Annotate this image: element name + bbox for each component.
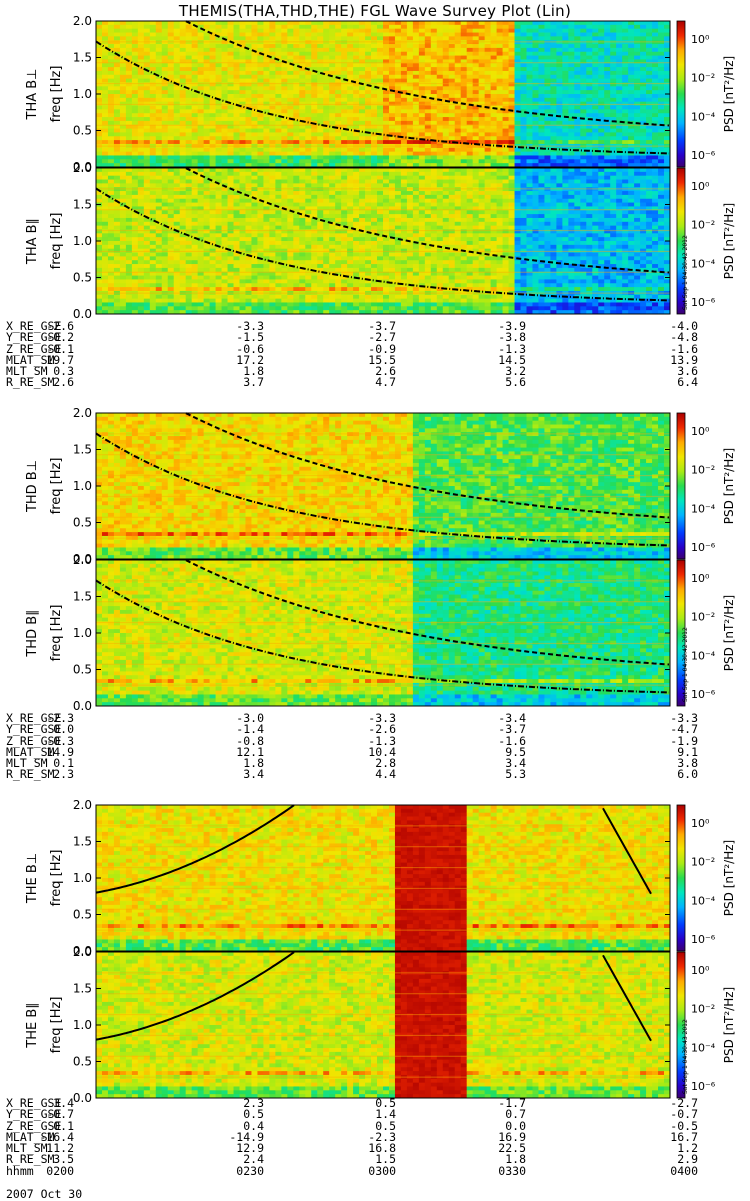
y-tick-label: 1.5 [73, 590, 92, 604]
colorbar-label: PSD [nT²/Hz] [722, 203, 736, 279]
timestamp-stamp: Sat Sep 1 04:30:42 2012 [682, 235, 689, 310]
colorbar-label: PSD [nT²/Hz] [722, 987, 736, 1063]
y-tick-label: 2.0 [73, 14, 92, 28]
colorbar-tick: 10⁻⁶ [691, 541, 716, 554]
y-tick-label: 1.5 [73, 51, 92, 65]
y-tick-label: 1.0 [73, 1018, 92, 1032]
colorbar-tick: 10⁰ [691, 33, 710, 46]
ephemeris-value: 4.4 [336, 769, 396, 780]
y-tick-label: 2.0 [73, 553, 92, 567]
colorbar [677, 21, 685, 167]
colorbar-tick: 10⁻² [691, 464, 715, 477]
y-axis-label: THE B∥ [25, 1002, 40, 1048]
colorbar-tick: 10⁻⁴ [691, 257, 716, 270]
y-axis-label: THA B⊥ [25, 69, 40, 121]
ephemeris-value: 0300 [336, 1166, 396, 1177]
y-axis-label: THD B⊥ [25, 460, 40, 513]
colorbar-tick: 10⁻² [691, 72, 715, 85]
y-axis-unit: freq [Hz] [49, 605, 64, 662]
y-tick-label: 1.5 [73, 835, 92, 849]
colorbar-tick: 10⁻⁶ [691, 296, 716, 309]
y-tick-label: 1.0 [73, 871, 92, 885]
y-tick-label: 0.5 [73, 124, 92, 138]
y-tick-label: 2.0 [73, 406, 92, 420]
y-tick-label: 0.0 [73, 307, 92, 321]
y-tick-label: 2.0 [73, 798, 92, 812]
colorbar-tick: 10⁻⁴ [691, 649, 716, 662]
colorbar-label: PSD [nT²/Hz] [722, 56, 736, 132]
ephemeris-value: 6.4 [638, 377, 698, 388]
colorbar-tick: 10⁰ [691, 572, 710, 585]
colorbar [677, 805, 685, 951]
colorbar-tick: 10⁻⁶ [691, 933, 716, 946]
y-tick-label: 0.5 [73, 663, 92, 677]
colorbar-tick: 10⁻² [691, 1003, 715, 1016]
y-axis-unit: freq [Hz] [49, 66, 64, 123]
y-tick-label: 1.5 [73, 198, 92, 212]
date-footer: 2007 Oct 30 [6, 1187, 82, 1201]
ephemeris-value: 5.3 [466, 769, 526, 780]
colorbar-tick: 10⁻² [691, 219, 715, 232]
spectrogram-panel-the-par: 0.0 0.5 1.0 1.5 2.0 THE B∥ freq [Hz] 10⁰ 10⁻² 10⁻… [25, 945, 736, 1105]
colorbar-tick: 10⁻⁴ [691, 502, 716, 515]
colorbar-label: PSD [nT²/Hz] [722, 448, 736, 524]
y-tick-label: 0.0 [73, 699, 92, 713]
timestamp-stamp: Sat Sep 1 04:30:43 2012 [682, 1019, 689, 1094]
colorbar-tick: 10⁻² [691, 856, 715, 869]
y-tick-label: 0.0 [73, 1091, 92, 1105]
ephemeris-value: 4.7 [336, 377, 396, 388]
y-tick-label: 1.5 [73, 443, 92, 457]
y-tick-label: 1.5 [73, 982, 92, 996]
colorbar-tick: 10⁻⁶ [691, 688, 716, 701]
colorbar-label: PSD [nT²/Hz] [722, 840, 736, 916]
ephemeris-value: 2.3 [14, 769, 74, 780]
ephemeris-value: 0200 [14, 1166, 74, 1177]
y-axis-unit: freq [Hz] [49, 997, 64, 1054]
spectrogram-panel-tha-par: 0.0 0.5 1.0 1.5 2.0 THA B∥ freq [Hz] 10⁰ 10⁻² 10⁻… [25, 161, 736, 321]
y-tick-label: 0.5 [73, 1055, 92, 1069]
y-tick-label: 0.5 [73, 516, 92, 530]
colorbar-label: PSD [nT²/Hz] [722, 595, 736, 671]
colorbar-tick: 10⁰ [691, 964, 710, 977]
spectrogram-panel-thd-par: 0.0 0.5 1.0 1.5 2.0 THD B∥ freq [Hz] 10⁰ 10⁻² 10⁻… [25, 553, 736, 713]
colorbar-tick: 10⁰ [691, 180, 710, 193]
ephemeris-value: 0230 [204, 1166, 264, 1177]
y-tick-label: 2.0 [73, 945, 92, 959]
y-axis-unit: freq [Hz] [49, 458, 64, 515]
y-tick-label: 2.0 [73, 161, 92, 175]
colorbar-tick: 10⁰ [691, 817, 710, 830]
y-tick-label: 1.0 [73, 87, 92, 101]
colorbar-tick: 10⁻⁴ [691, 1041, 716, 1054]
y-axis-label: THA B∥ [25, 218, 40, 265]
y-tick-label: 1.0 [73, 234, 92, 248]
y-axis-unit: freq [Hz] [49, 213, 64, 270]
y-tick-label: 0.5 [73, 271, 92, 285]
ephemeris-value: 0400 [638, 1166, 698, 1177]
y-axis-label: THE B⊥ [25, 853, 40, 904]
y-tick-label: 0.5 [73, 908, 92, 922]
ephemeris-value: 2.6 [14, 377, 74, 388]
colorbar [677, 413, 685, 559]
ephemeris-value: 0330 [466, 1166, 526, 1177]
colorbar-tick: 10⁰ [691, 425, 710, 438]
timestamp-stamp: Sat Sep 1 04:30:42 2012 [682, 627, 689, 702]
ephemeris-value: 6.0 [638, 769, 698, 780]
ephemeris-value: 3.7 [204, 377, 264, 388]
colorbar-tick: 10⁻² [691, 611, 715, 624]
y-tick-label: 1.0 [73, 626, 92, 640]
colorbar-tick: 10⁻⁶ [691, 1080, 716, 1093]
ephemeris-value: 5.6 [466, 377, 526, 388]
colorbar-tick: 10⁻⁴ [691, 894, 716, 907]
ephemeris-value: 3.4 [204, 769, 264, 780]
colorbar-tick: 10⁻⁴ [691, 110, 716, 123]
y-axis-label: THD B∥ [25, 609, 40, 657]
y-tick-label: 1.0 [73, 479, 92, 493]
colorbar-tick: 10⁻⁶ [691, 149, 716, 162]
y-axis-unit: freq [Hz] [49, 850, 64, 907]
